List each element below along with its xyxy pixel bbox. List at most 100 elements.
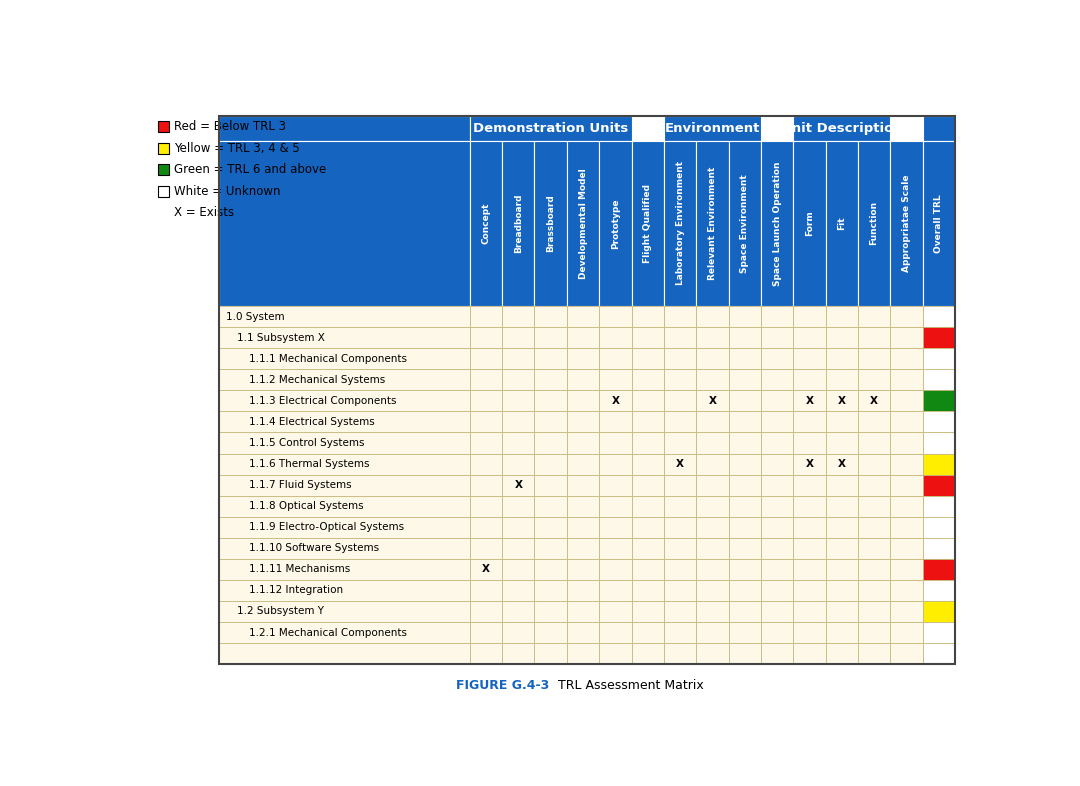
Bar [761,601,793,622]
Bar [858,454,890,475]
Bar [599,643,632,664]
Bar [825,348,858,369]
Bar [729,391,761,411]
Text: Relevant Environment: Relevant Environment [707,167,717,280]
Bar [502,348,535,369]
Bar [664,327,697,348]
Bar [793,454,825,475]
Bar [535,559,567,580]
Bar [567,496,599,516]
Bar [599,580,632,601]
Bar [761,391,793,411]
Bar [761,306,793,327]
Text: Overall TRL: Overall TRL [934,194,943,252]
Bar [890,432,922,454]
Bar [922,622,955,643]
Bar [922,411,955,432]
Bar [890,622,922,643]
Text: Green = TRL 6 and above: Green = TRL 6 and above [174,163,326,176]
Text: X: X [611,396,619,406]
Text: 1.1.7 Fluid Systems: 1.1.7 Fluid Systems [248,480,351,490]
Bar [729,327,761,348]
Bar [535,391,567,411]
Text: Brassboard: Brassboard [546,194,555,252]
Bar [535,475,567,496]
Bar [697,369,729,391]
Bar [567,538,599,559]
Bar [470,454,502,475]
Text: 1.1 Subsystem X: 1.1 Subsystem X [237,332,325,343]
Bar [890,411,922,432]
Bar [890,496,922,516]
Bar [502,601,535,622]
Text: FIGURE G.4-3: FIGURE G.4-3 [456,679,554,692]
Bar [922,306,955,327]
Bar [890,475,922,496]
Bar [793,411,825,432]
Bar [761,643,793,664]
Bar [632,516,664,538]
Text: 1.2 Subsystem Y: 1.2 Subsystem Y [237,607,324,616]
Bar [599,369,632,391]
Text: 1.1.12 Integration: 1.1.12 Integration [248,586,342,596]
Bar [567,580,599,601]
Bar [825,432,858,454]
Text: Unit Description: Unit Description [781,122,903,134]
Bar [502,391,535,411]
Bar [664,516,697,538]
Bar [664,454,697,475]
Bar [825,538,858,559]
Bar [470,327,502,348]
Text: Appropriatae Scale: Appropriatae Scale [902,174,910,272]
Bar [502,622,535,643]
Bar [858,559,890,580]
Bar [858,411,890,432]
Bar [825,622,858,643]
Bar [664,643,697,664]
Bar [890,141,922,306]
Bar [470,601,502,622]
Bar [632,369,664,391]
Text: X: X [708,396,716,406]
Bar [729,411,761,432]
Bar [697,141,729,306]
Bar [502,538,535,559]
Text: Concept: Concept [482,203,490,244]
Bar [599,391,632,411]
Text: 1.1.2 Mechanical Systems: 1.1.2 Mechanical Systems [248,375,384,385]
Bar [922,141,955,306]
Bar [825,141,858,306]
Bar [159,186,170,196]
Text: Environment: Environment [664,122,760,134]
Bar [664,432,697,454]
Bar [470,475,502,496]
Bar [890,516,922,538]
Bar [922,580,955,601]
Bar [535,348,567,369]
Bar [825,580,858,601]
Bar [825,369,858,391]
Bar [729,538,761,559]
Text: X: X [870,396,878,406]
Bar [535,327,567,348]
Bar [502,369,535,391]
Bar [470,391,502,411]
Bar [502,327,535,348]
Bar [632,411,664,432]
Bar [729,432,761,454]
Bar [697,538,729,559]
Bar [502,643,535,664]
Bar [729,559,761,580]
Bar [697,496,729,516]
Bar [470,538,502,559]
Bar [793,116,890,141]
Bar [761,454,793,475]
Bar [599,538,632,559]
Text: X = Exists: X = Exists [174,207,234,219]
Bar [567,622,599,643]
Bar [922,516,955,538]
Bar [664,116,761,141]
Bar [697,432,729,454]
Bar [535,369,567,391]
Bar [761,327,793,348]
